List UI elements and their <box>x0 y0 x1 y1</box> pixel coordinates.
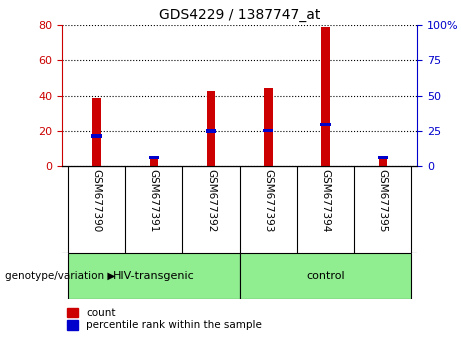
Bar <box>378 156 388 159</box>
Bar <box>207 91 215 166</box>
Text: GSM677395: GSM677395 <box>378 169 388 232</box>
Bar <box>264 88 272 166</box>
Text: GSM677393: GSM677393 <box>263 169 273 232</box>
Legend: count, percentile rank within the sample: count, percentile rank within the sample <box>67 308 262 330</box>
Bar <box>321 27 330 166</box>
Bar <box>320 123 331 126</box>
Bar <box>378 156 387 166</box>
Text: GSM677390: GSM677390 <box>92 169 101 232</box>
Text: GSM677391: GSM677391 <box>149 169 159 232</box>
Bar <box>149 156 158 166</box>
Bar <box>206 129 216 132</box>
Text: genotype/variation ▶: genotype/variation ▶ <box>5 271 115 281</box>
Bar <box>68 253 240 299</box>
Text: HIV-transgenic: HIV-transgenic <box>113 271 195 281</box>
Bar <box>92 98 101 166</box>
Bar <box>149 156 159 159</box>
Bar <box>91 134 102 137</box>
Bar <box>240 253 412 299</box>
Text: GSM677392: GSM677392 <box>206 169 216 232</box>
Bar <box>263 129 273 132</box>
Text: control: control <box>306 271 345 281</box>
Title: GDS4229 / 1387747_at: GDS4229 / 1387747_at <box>159 8 320 22</box>
Text: GSM677394: GSM677394 <box>320 169 331 232</box>
